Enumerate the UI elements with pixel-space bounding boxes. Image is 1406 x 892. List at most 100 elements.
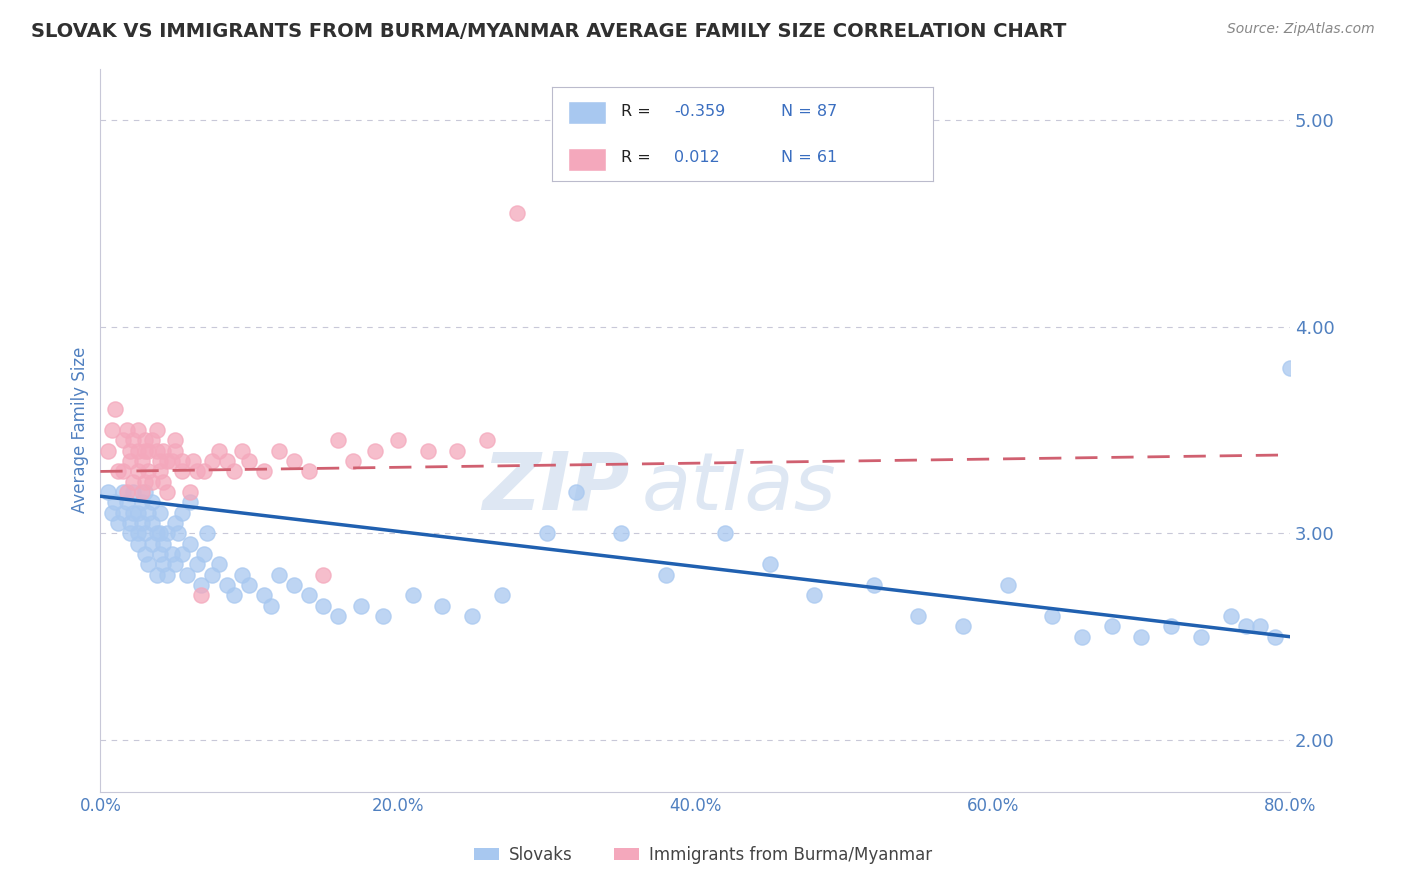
Point — [997, 578, 1019, 592]
Point — [231, 443, 253, 458]
Point — [364, 443, 387, 458]
Point — [803, 588, 825, 602]
Point — [328, 609, 350, 624]
Point — [149, 465, 172, 479]
Point — [127, 506, 149, 520]
Point — [371, 609, 394, 624]
Point — [224, 465, 246, 479]
Point — [208, 558, 231, 572]
Point — [283, 454, 305, 468]
Point — [190, 578, 212, 592]
Point — [907, 609, 929, 624]
Text: Source: ZipAtlas.com: Source: ZipAtlas.com — [1227, 22, 1375, 37]
Point — [146, 526, 169, 541]
Point — [149, 526, 172, 541]
Point — [475, 434, 498, 448]
Text: atlas: atlas — [641, 449, 837, 527]
Point — [536, 526, 558, 541]
Point — [111, 485, 134, 500]
Point — [312, 599, 335, 613]
Point — [134, 434, 156, 448]
Point — [238, 454, 260, 468]
Point — [127, 443, 149, 458]
Point — [120, 516, 142, 530]
Point — [134, 526, 156, 541]
Point — [208, 443, 231, 458]
Point — [163, 516, 186, 530]
Point — [156, 454, 179, 468]
Point — [122, 475, 145, 489]
Point — [224, 588, 246, 602]
Point — [149, 454, 172, 468]
Point — [186, 558, 208, 572]
Point — [862, 578, 884, 592]
Point — [136, 506, 159, 520]
Point — [758, 558, 780, 572]
Point — [136, 443, 159, 458]
Point — [342, 454, 364, 468]
Point — [491, 588, 513, 602]
Point — [136, 558, 159, 572]
Point — [149, 547, 172, 561]
Point — [1189, 630, 1212, 644]
Point — [654, 567, 676, 582]
Point — [120, 443, 142, 458]
Point — [186, 465, 208, 479]
Point — [141, 516, 163, 530]
Point — [190, 588, 212, 602]
Point — [193, 465, 215, 479]
Point — [136, 465, 159, 479]
Text: SLOVAK VS IMMIGRANTS FROM BURMA/MYANMAR AVERAGE FAMILY SIZE CORRELATION CHART: SLOVAK VS IMMIGRANTS FROM BURMA/MYANMAR … — [31, 22, 1066, 41]
Point — [111, 465, 134, 479]
Point — [163, 434, 186, 448]
Point — [152, 443, 174, 458]
Point — [163, 443, 186, 458]
Point — [215, 454, 238, 468]
Point — [131, 454, 153, 468]
Point — [215, 578, 238, 592]
Point — [111, 434, 134, 448]
Point — [1219, 609, 1241, 624]
Point — [156, 526, 179, 541]
Point — [111, 506, 134, 520]
Point — [152, 475, 174, 489]
Point — [107, 516, 129, 530]
Point — [179, 485, 201, 500]
Point — [97, 485, 120, 500]
Point — [97, 443, 120, 458]
Point — [267, 443, 290, 458]
Point — [201, 454, 224, 468]
Point — [172, 465, 194, 479]
Point — [416, 443, 439, 458]
Point — [201, 567, 224, 582]
Point — [238, 578, 260, 592]
Point — [1071, 630, 1094, 644]
Point — [260, 599, 283, 613]
Point — [297, 465, 319, 479]
Point — [107, 465, 129, 479]
Text: ZIP: ZIP — [482, 449, 630, 527]
Point — [127, 465, 149, 479]
Point — [1130, 630, 1153, 644]
Point — [172, 454, 194, 468]
Point — [231, 567, 253, 582]
Point — [156, 485, 179, 500]
Point — [181, 454, 204, 468]
Point — [156, 567, 179, 582]
Point — [163, 558, 186, 572]
Point — [1264, 630, 1286, 644]
Point — [446, 443, 468, 458]
Point — [122, 485, 145, 500]
Y-axis label: Average Family Size: Average Family Size — [72, 347, 89, 513]
Point — [160, 547, 183, 561]
Point — [115, 485, 138, 500]
Point — [283, 578, 305, 592]
Point — [120, 526, 142, 541]
Point — [267, 567, 290, 582]
Point — [312, 567, 335, 582]
Point — [141, 495, 163, 509]
Point — [714, 526, 737, 541]
Point — [134, 485, 156, 500]
Point — [952, 619, 974, 633]
Point — [506, 206, 529, 220]
